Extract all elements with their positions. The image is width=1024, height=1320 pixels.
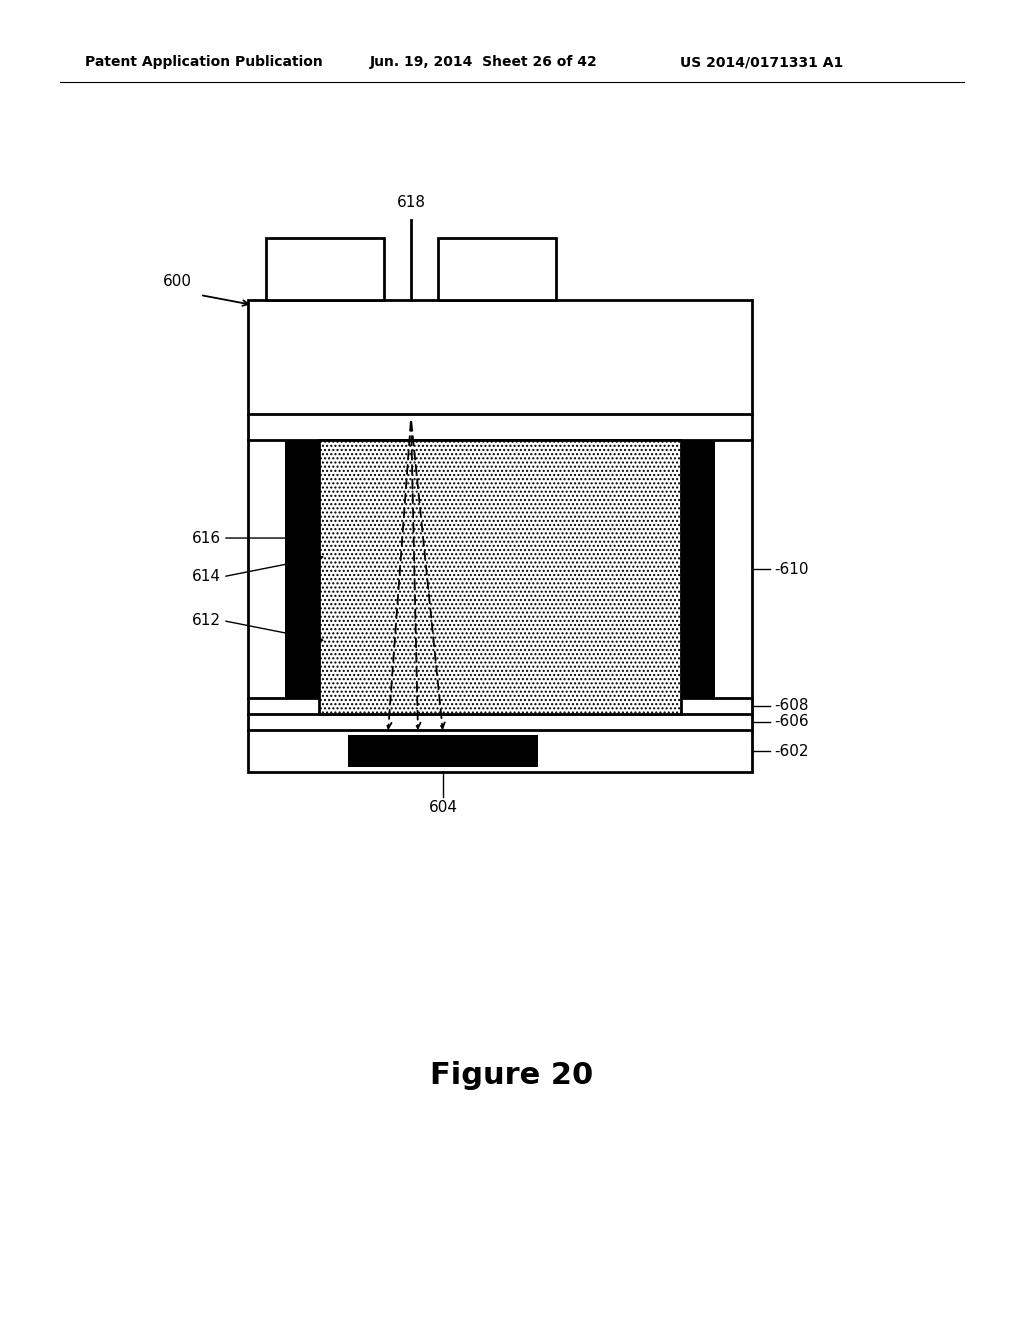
Text: 616: 616: [191, 531, 221, 545]
Bar: [627, 440, 715, 698]
Bar: [627, 474, 681, 664]
Text: -608: -608: [774, 698, 809, 714]
Text: Jun. 19, 2014  Sheet 26 of 42: Jun. 19, 2014 Sheet 26 of 42: [370, 55, 598, 69]
Text: Figure 20: Figure 20: [430, 1060, 594, 1089]
Text: 604: 604: [428, 800, 458, 814]
Text: US 2014/0171331 A1: US 2014/0171331 A1: [680, 55, 843, 69]
Bar: [248, 300, 752, 772]
Text: -606: -606: [774, 714, 809, 730]
Text: 614: 614: [193, 569, 221, 585]
Text: 618: 618: [396, 195, 426, 210]
Bar: [348, 735, 538, 767]
Text: -602: -602: [774, 743, 809, 759]
Bar: [319, 474, 373, 664]
Text: 612: 612: [193, 612, 221, 628]
Bar: [285, 440, 373, 698]
Bar: [438, 238, 556, 300]
Text: -610: -610: [774, 561, 809, 577]
Bar: [319, 440, 681, 714]
Bar: [266, 238, 384, 300]
Text: 600: 600: [163, 275, 193, 289]
Text: Patent Application Publication: Patent Application Publication: [85, 55, 323, 69]
